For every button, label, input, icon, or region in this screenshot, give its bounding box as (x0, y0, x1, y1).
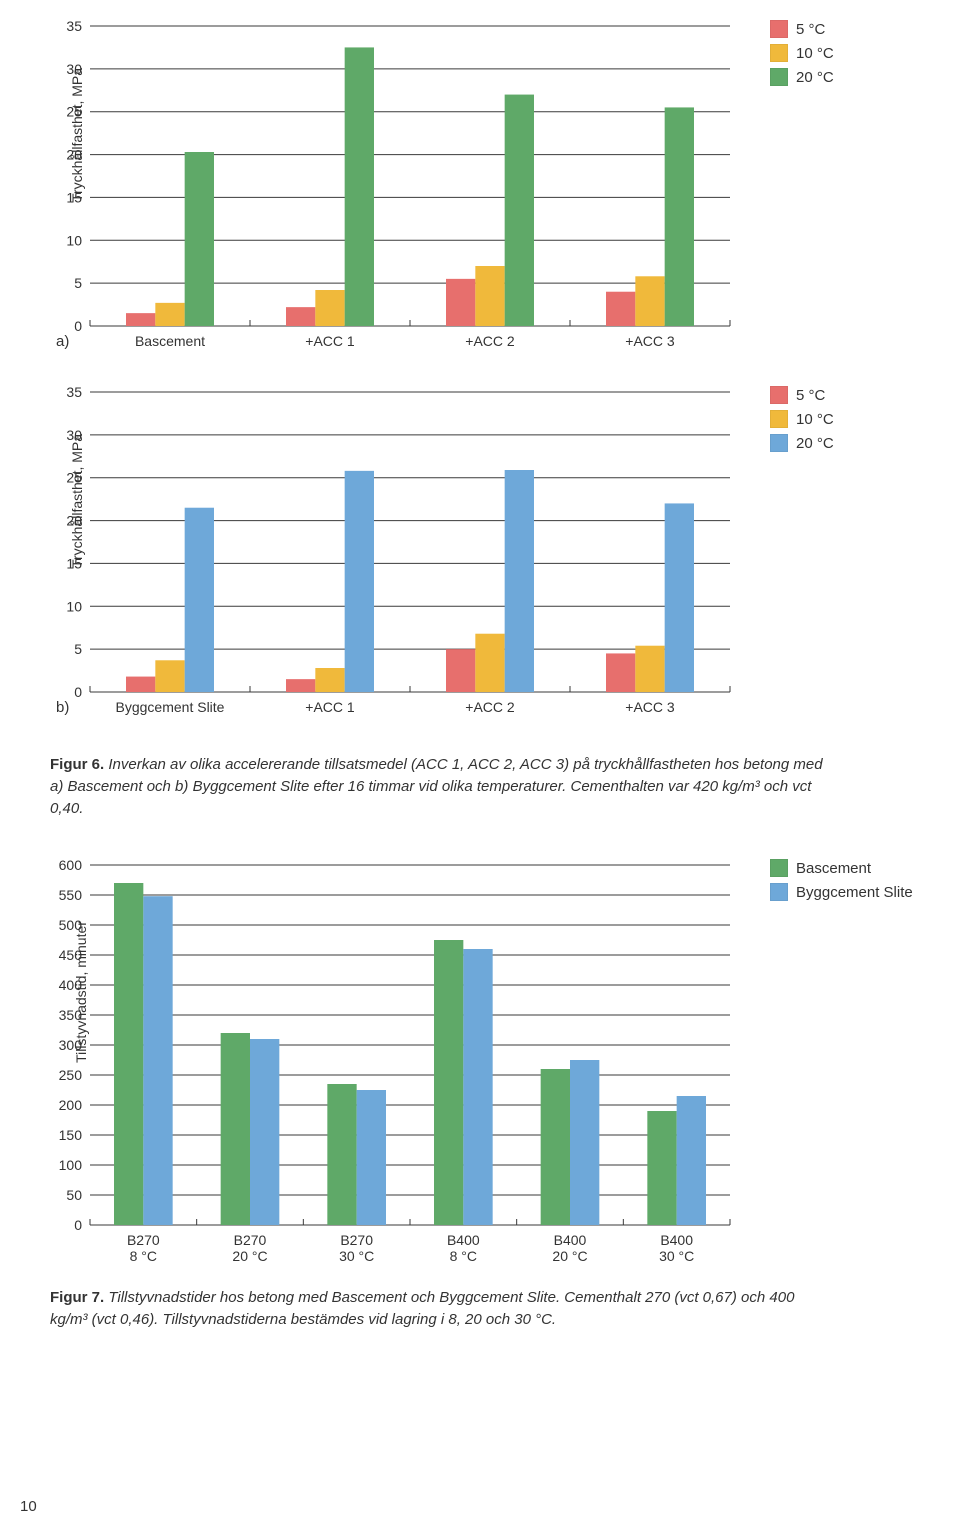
svg-text:0: 0 (74, 684, 82, 700)
chart-b-ylabel: Tryckhållfasthet, MPa (69, 434, 85, 568)
svg-text:B400: B400 (660, 1232, 693, 1248)
svg-text:5: 5 (74, 641, 82, 657)
chart-b: Tryckhållfasthet, MPa 05101520253035Bygg… (50, 386, 930, 742)
svg-text:B270: B270 (127, 1232, 160, 1248)
svg-text:B270: B270 (234, 1232, 267, 1248)
svg-text:+ACC 3: +ACC 3 (625, 333, 675, 349)
svg-text:35: 35 (66, 386, 82, 400)
legend-swatch (770, 44, 788, 62)
chart-b-legend: 5 °C 10 °C 20 °C (770, 386, 834, 458)
svg-text:30 °C: 30 °C (339, 1248, 374, 1264)
legend-label: 5 °C (796, 387, 825, 404)
svg-text:20 °C: 20 °C (552, 1248, 587, 1264)
legend-item: Bascement (770, 859, 913, 877)
svg-text:+ACC 3: +ACC 3 (625, 699, 675, 715)
svg-text:150: 150 (59, 1127, 83, 1143)
svg-text:+ACC 2: +ACC 2 (465, 699, 515, 715)
legend-item: 5 °C (770, 20, 834, 38)
svg-text:B400: B400 (554, 1232, 587, 1248)
svg-text:600: 600 (59, 859, 83, 873)
chart-a-legend: 5 °C 10 °C 20 °C (770, 20, 834, 92)
legend-label: 20 °C (796, 69, 834, 86)
legend-label: 5 °C (796, 21, 825, 38)
legend-item: 20 °C (770, 434, 834, 452)
legend-swatch (770, 410, 788, 428)
svg-text:20 °C: 20 °C (232, 1248, 267, 1264)
chart-a-ylabel: Tryckhållfasthet, MPa (69, 68, 85, 202)
legend-label: 10 °C (796, 45, 834, 62)
svg-text:8 °C: 8 °C (450, 1248, 477, 1264)
svg-text:10: 10 (66, 232, 82, 248)
legend-item: 10 °C (770, 44, 834, 62)
figure-6-caption: Figur 6. Inverkan av olika accelererande… (50, 754, 830, 819)
svg-text:a): a) (56, 333, 69, 350)
svg-text:+ACC 1: +ACC 1 (305, 699, 355, 715)
svg-text:5: 5 (74, 275, 82, 291)
svg-text:0: 0 (74, 1217, 82, 1233)
legend-swatch (770, 859, 788, 877)
legend-item: 10 °C (770, 410, 834, 428)
chart-b-svg: 05101520253035Byggcement Slite+ACC 1+ACC… (50, 386, 740, 742)
legend-swatch (770, 883, 788, 901)
svg-text:50: 50 (66, 1187, 82, 1203)
figure-7-text: Tillstyvnadstider hos betong med Basceme… (50, 1289, 794, 1328)
svg-text:Byggcement Slite: Byggcement Slite (116, 699, 225, 715)
chart-a: Tryckhållfasthet, MPa 05101520253035Basc… (50, 20, 930, 376)
svg-text:B400: B400 (447, 1232, 480, 1248)
figure-6-label: Figur 6. (50, 756, 104, 773)
svg-text:30 °C: 30 °C (659, 1248, 694, 1264)
page-number: 10 (20, 1498, 37, 1515)
chart-7-svg: 050100150200250300350400450500550600B270… (50, 859, 740, 1275)
svg-text:550: 550 (59, 887, 83, 903)
svg-text:+ACC 2: +ACC 2 (465, 333, 515, 349)
legend-swatch (770, 386, 788, 404)
svg-text:b): b) (56, 699, 69, 716)
svg-text:0: 0 (74, 318, 82, 334)
svg-text:8 °C: 8 °C (130, 1248, 157, 1264)
figure-7-caption: Figur 7. Tillstyvnadstider hos betong me… (50, 1287, 830, 1331)
chart-7-legend: Bascement Byggcement Slite (770, 859, 913, 907)
svg-text:200: 200 (59, 1097, 83, 1113)
svg-text:35: 35 (66, 20, 82, 34)
svg-text:B270: B270 (340, 1232, 373, 1248)
legend-item: 20 °C (770, 68, 834, 86)
svg-text:Bascement: Bascement (135, 333, 205, 349)
legend-swatch (770, 434, 788, 452)
legend-swatch (770, 68, 788, 86)
legend-label: Bascement (796, 860, 871, 877)
legend-label: Byggcement Slite (796, 884, 913, 901)
chart-a-svg: 05101520253035Bascement+ACC 1+ACC 2+ACC … (50, 20, 740, 376)
legend-label: 10 °C (796, 411, 834, 428)
chart-7-ylabel: Tillstyvnadstid, minuter (73, 921, 89, 1063)
svg-text:250: 250 (59, 1067, 83, 1083)
figure-6-text: Inverkan av olika accelererande tillsats… (50, 756, 823, 817)
legend-item: Byggcement Slite (770, 883, 913, 901)
svg-text:10: 10 (66, 598, 82, 614)
legend-item: 5 °C (770, 386, 834, 404)
svg-text:+ACC 1: +ACC 1 (305, 333, 355, 349)
figure-7-label: Figur 7. (50, 1289, 104, 1306)
legend-label: 20 °C (796, 435, 834, 452)
legend-swatch (770, 20, 788, 38)
svg-text:100: 100 (59, 1157, 83, 1173)
chart-7: Tillstyvnadstid, minuter 0 50 100 150 200 250… (50, 859, 930, 1275)
